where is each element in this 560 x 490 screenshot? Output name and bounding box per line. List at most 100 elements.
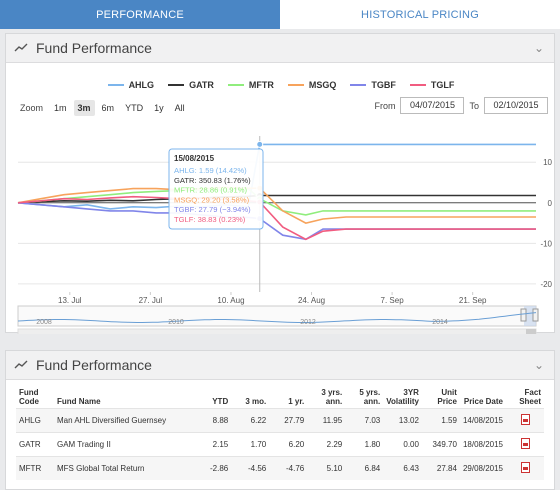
table-cell: 2.29 <box>307 432 346 457</box>
fund-table: Fund Code Fund Name YTD 3 mo. 1 yr. 3 yrs. an… <box>16 386 544 480</box>
x-tick-label: 21. Sep <box>459 296 487 305</box>
pdf-icon[interactable] <box>520 414 530 425</box>
zoom-1m-button[interactable]: 1m <box>54 103 67 113</box>
x-tick-label: 7. Sep <box>381 296 405 305</box>
y-tick-label: 0 <box>548 199 553 208</box>
y-tick-label: 10 <box>543 158 552 167</box>
zoom-ytd-button[interactable]: YTD <box>125 103 144 113</box>
chart-panel: Fund Performance ⌄ AHLG GATR MFTR MSGQ TGBF T… <box>5 33 556 334</box>
table-cell: 6.20 <box>269 432 308 457</box>
chevron-down-icon[interactable]: ⌄ <box>533 41 544 55</box>
navigator-year-label: 2008 <box>36 319 52 326</box>
chart-panel-header[interactable]: Fund Performance ⌄ <box>6 34 554 63</box>
table-cell: 1.70 <box>231 432 270 457</box>
table-cell: 6.43 <box>383 456 422 480</box>
scrollbar-thumb[interactable] <box>526 329 536 334</box>
navigator-series <box>17 312 537 323</box>
table-cell: 27.84 <box>421 456 460 480</box>
column-header: 3YR Volatility <box>386 388 419 406</box>
zoom-controls: Zoom 1m 3m 6m YTD 1y All <box>20 100 189 116</box>
table-cell: 14/08/2015 <box>459 408 506 433</box>
navigator-year-label: 2010 <box>168 319 184 326</box>
legend-item-ahlg[interactable]: AHLG <box>107 80 154 90</box>
trend-icon <box>14 360 28 369</box>
navigator-scrollbar[interactable] <box>17 328 537 334</box>
table-cell: 8.88 <box>200 408 232 433</box>
y-tick-label: -20 <box>540 280 552 289</box>
to-date-input[interactable]: 02/10/2015 <box>484 97 548 114</box>
table-cell: 6.22 <box>231 408 270 433</box>
table-panel-header[interactable]: Fund Performance ⌄ <box>6 351 554 380</box>
legend-swatch <box>287 84 304 86</box>
table-cell: GAM Trading II <box>54 432 201 457</box>
table-cell: 7.03 <box>345 408 384 433</box>
column-header: Price Date <box>463 397 503 406</box>
table-cell: 5.10 <box>307 456 346 480</box>
zoom-1y-button[interactable]: 1y <box>154 103 164 113</box>
tab-performance[interactable]: PERFORMANCE <box>0 0 280 29</box>
legend-label: MFTR <box>248 80 274 90</box>
chart-tooltip <box>168 148 264 230</box>
table-row[interactable]: AHLG Man AHL Diversified Guernsey 8.88 6.22… <box>16 408 544 433</box>
chart-legend: AHLG GATR MFTR MSGQ TGBF TGLF <box>6 80 556 90</box>
legend-swatch <box>168 84 185 86</box>
zoom-all-button[interactable]: All <box>174 103 185 113</box>
hover-marker-ahlg <box>256 140 264 148</box>
legend-label: TGBF <box>371 80 396 90</box>
legend-item-msgq[interactable]: MSGQ <box>287 80 337 90</box>
table-cell: 6.84 <box>345 456 384 480</box>
performance-chart[interactable]: 10 0 -10 -20 13. Jul 27. Jul 10. Aug 24. Aug 7. … <box>6 74 556 334</box>
table-cell: 1.80 <box>345 432 384 457</box>
legend-swatch <box>227 84 244 86</box>
chevron-down-icon[interactable]: ⌄ <box>533 358 544 372</box>
from-date-input[interactable]: 04/07/2015 <box>400 97 465 114</box>
table-panel-title: Fund Performance <box>36 357 152 373</box>
column-header: 3 yrs. ann. <box>321 388 343 406</box>
fact-sheet-cell <box>506 456 544 480</box>
table-cell: 2.15 <box>200 432 232 457</box>
legend-item-tglf[interactable]: TGLF <box>409 80 454 90</box>
table-cell: 0.00 <box>383 432 422 457</box>
legend-label: MSGQ <box>308 80 337 90</box>
trend-icon <box>14 43 28 52</box>
navigator-year-label: 2012 <box>300 319 316 326</box>
navigator-handle-left[interactable] <box>520 308 527 322</box>
y-tick-label: -10 <box>540 239 552 248</box>
zoom-label: Zoom <box>20 103 44 113</box>
column-header: 3 mo. <box>245 397 267 406</box>
legend-swatch <box>350 84 367 86</box>
column-header: Fact Sheet <box>519 388 541 406</box>
legend-item-gatr[interactable]: GATR <box>168 80 214 90</box>
column-header: Fund Code <box>19 388 39 406</box>
table-cell: -4.56 <box>231 456 270 480</box>
pdf-icon[interactable] <box>520 462 530 473</box>
navigator[interactable] <box>17 305 537 327</box>
tab-historical-pricing[interactable]: HISTORICAL PRICING <box>280 0 560 29</box>
tooltip-row: AHLG: 1.59 (14.42%) <box>174 166 247 175</box>
legend-item-tgbf[interactable]: TGBF <box>350 80 396 90</box>
tooltip-row: MFTR: 28.86 (0.91%) <box>174 186 247 195</box>
column-header: Unit Price <box>437 388 457 406</box>
x-tick-label: 24. Aug <box>298 296 325 305</box>
legend-label: GATR <box>189 80 214 90</box>
table-cell: 13.02 <box>383 408 422 433</box>
table-row[interactable]: MFTR MFS Global Total Return -2.86 -4.56 -4.… <box>16 456 544 480</box>
pdf-icon[interactable] <box>520 438 530 449</box>
date-range: From 04/07/2015 To 02/10/2015 <box>374 97 548 114</box>
table-cell: 29/08/2015 <box>459 456 506 480</box>
x-tick-label: 27. Jul <box>139 296 163 305</box>
navigator-handle-right[interactable] <box>532 308 539 322</box>
table-cell: AHLG <box>16 408 54 433</box>
table-cell: -2.86 <box>200 456 232 480</box>
zoom-3m-button[interactable]: 3m <box>73 100 95 116</box>
table-cell: 349.70 <box>421 432 460 457</box>
navigator-year-label: 2014 <box>432 319 448 326</box>
zoom-6m-button[interactable]: 6m <box>101 103 115 113</box>
fact-sheet-cell <box>506 408 544 433</box>
tooltip-date: 15/08/2015 <box>174 154 215 163</box>
legend-item-mftr[interactable]: MFTR <box>227 80 274 90</box>
table-panel: Fund Performance ⌄ Fund Code Fund Name YTD… <box>5 350 555 490</box>
column-header: YTD <box>212 397 229 406</box>
table-cell: 27.79 <box>269 408 308 433</box>
table-row[interactable]: GATR GAM Trading II 2.15 1.70 6.20 2.29 1.80 0.… <box>16 432 544 457</box>
